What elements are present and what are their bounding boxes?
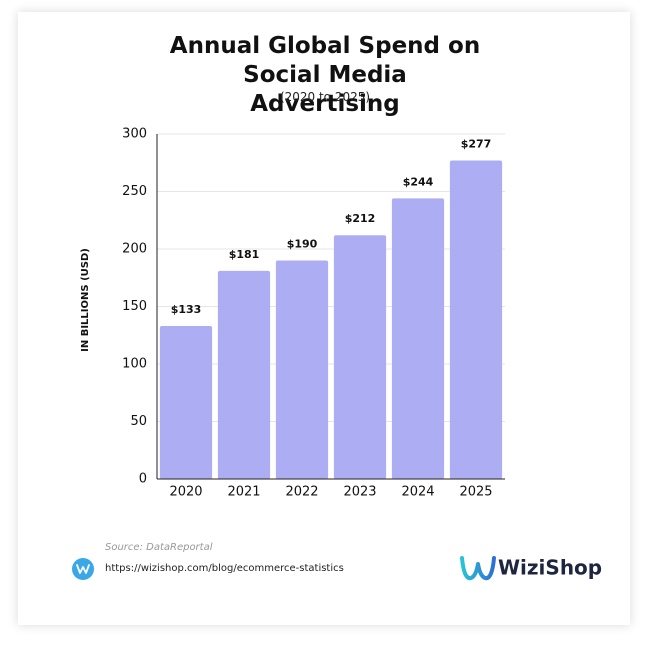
y-tick-label: 150 [122,299,147,314]
value-label: $212 [345,212,376,225]
y-tick-label: 300 [122,127,147,142]
bar [159,326,213,479]
x-tick-label: 2025 [459,485,492,500]
y-tick-label: 200 [122,242,147,257]
y-tick-label: 100 [122,357,147,372]
x-tick-label: 2020 [169,485,202,500]
value-label: $190 [287,238,318,251]
brand: WiziShop [498,556,602,580]
x-tick-label: 2023 [343,485,376,500]
y-axis-label: IN BILLIONS (USD) [80,248,91,352]
bar [391,198,445,479]
chart-subtitle: (2020 to 2025) [279,90,371,104]
y-tick-label: 50 [130,414,147,429]
x-tick-label: 2024 [401,485,434,500]
value-label: $133 [171,303,202,316]
x-tick-label: 2021 [227,485,260,500]
brand-logo [460,556,496,581]
bar [449,160,503,479]
bar [275,260,329,479]
value-label: $277 [461,137,492,150]
y-tick-label: 0 [139,472,147,487]
bar [217,270,271,479]
source: Source: DataReportal [105,542,213,553]
url: https://wizishop.com/blog/ecommerce-stat… [105,563,344,574]
value-label: $244 [403,175,434,188]
x-tick-label: 2022 [285,485,318,500]
link-icon-glyph [76,564,90,574]
bar [333,235,387,479]
y-tick-label: 250 [122,184,147,199]
value-label: $181 [229,248,260,261]
chart-title: Annual Global Spend on Social Media Adve… [169,33,481,117]
